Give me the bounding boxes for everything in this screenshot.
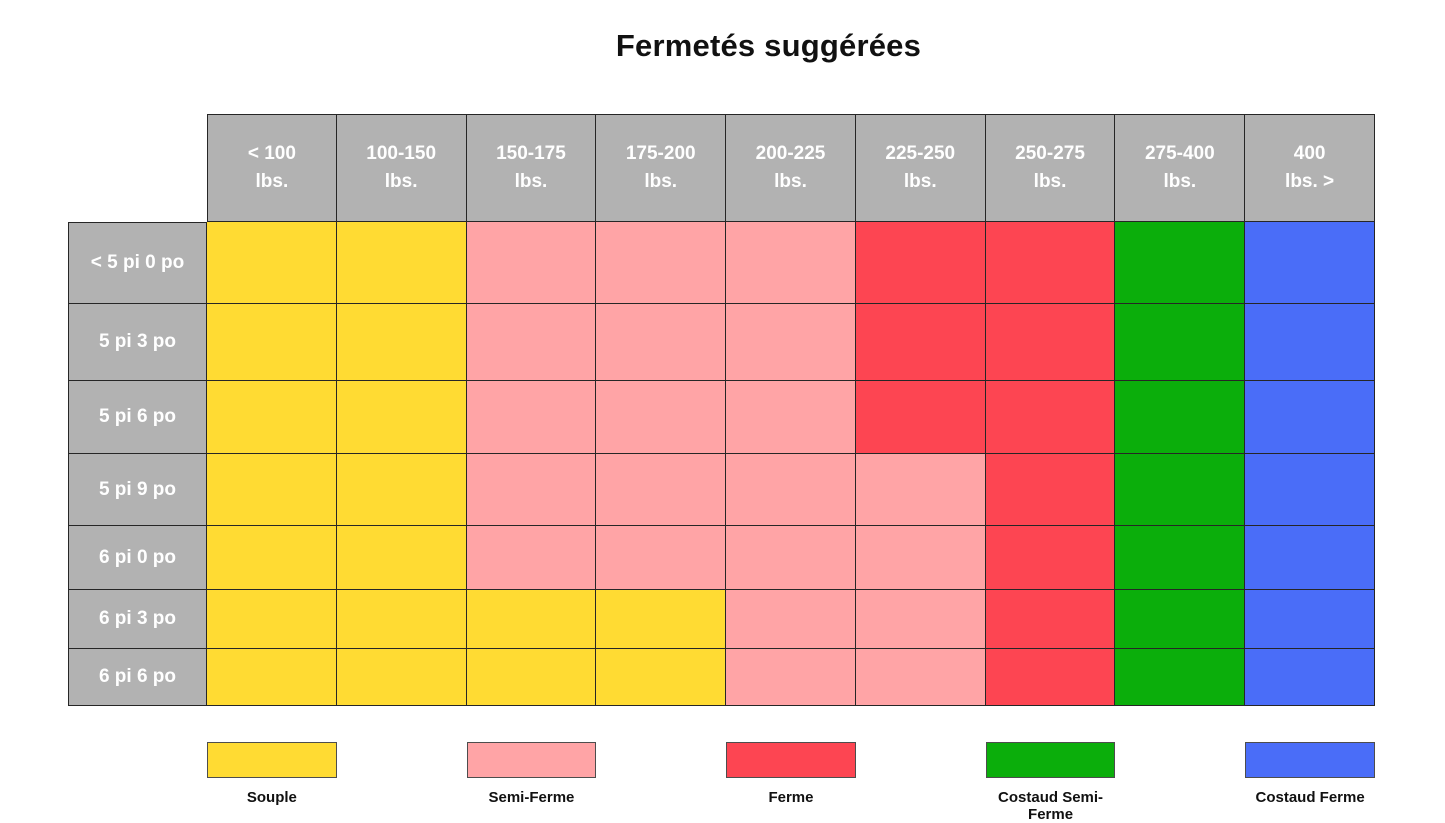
- matrix-cell-ferme: [985, 649, 1116, 706]
- weight-header-cell: 250-275 lbs.: [985, 114, 1116, 222]
- weight-header-cell: < 100 lbs.: [207, 114, 337, 222]
- matrix-cell-costaud-ferme: [1245, 304, 1375, 381]
- matrix-cell-semi-ferme: [466, 222, 597, 304]
- matrix-cell-semi-ferme: [855, 526, 986, 590]
- matrix-cell-semi-ferme: [596, 222, 727, 304]
- matrix-cell-semi-ferme: [466, 526, 597, 590]
- weight-header-cell: 175-200 lbs.: [596, 114, 727, 222]
- matrix-cell-souple: [596, 590, 727, 649]
- matrix-cell-ferme: [985, 222, 1116, 304]
- matrix-cell-ferme: [855, 381, 986, 454]
- costaud-ferme-swatch: [1245, 742, 1375, 778]
- legend-label: Semi-Ferme: [488, 789, 575, 806]
- matrix-cell-semi-ferme: [596, 381, 727, 454]
- matrix-cell-semi-ferme: [466, 381, 597, 454]
- matrix-cell-semi-ferme: [726, 526, 856, 590]
- matrix-cell-souple: [466, 649, 597, 706]
- ferme-swatch: [726, 742, 856, 778]
- legend-item: Ferme: [726, 742, 856, 823]
- matrix-cell-souple: [336, 222, 467, 304]
- matrix-cell-semi-ferme: [726, 590, 856, 649]
- height-label-cell: 5 pi 3 po: [68, 304, 207, 381]
- legend-item: Souple: [207, 742, 337, 823]
- matrix-cell-ferme: [985, 526, 1116, 590]
- weight-header-cell: 150-175 lbs.: [466, 114, 597, 222]
- matrix-cell-costaud-semi-ferme: [1115, 649, 1246, 706]
- legend-label: Costaud Ferme: [1255, 789, 1365, 806]
- legend-label: Souple: [246, 789, 297, 806]
- legend-label: Costaud Semi-Ferme: [998, 789, 1104, 823]
- matrix-cell-ferme: [985, 381, 1116, 454]
- matrix-cell-semi-ferme: [466, 304, 597, 381]
- matrix-cell-semi-ferme: [466, 454, 597, 526]
- weight-header-cell: 100-150 lbs.: [336, 114, 467, 222]
- matrix-cell-costaud-ferme: [1245, 381, 1375, 454]
- legend-item: Costaud Semi-Ferme: [985, 742, 1116, 823]
- matrix-cell-costaud-semi-ferme: [1115, 590, 1246, 649]
- matrix-cell-costaud-semi-ferme: [1115, 454, 1246, 526]
- matrix-cell-semi-ferme: [726, 454, 856, 526]
- matrix-cell-semi-ferme: [855, 454, 986, 526]
- height-label-cell: 6 pi 0 po: [68, 526, 207, 590]
- matrix-cell-souple: [207, 526, 337, 590]
- matrix-cell-ferme: [985, 454, 1116, 526]
- height-label-cell: 6 pi 6 po: [68, 649, 207, 706]
- matrix-cell-semi-ferme: [596, 526, 727, 590]
- matrix-corner-cell: [68, 114, 207, 222]
- matrix-cell-semi-ferme: [596, 304, 727, 381]
- matrix-cell-costaud-ferme: [1245, 526, 1375, 590]
- matrix-cell-souple: [336, 649, 467, 706]
- matrix-cell-ferme: [985, 304, 1116, 381]
- matrix-cell-semi-ferme: [596, 454, 727, 526]
- matrix-cell-souple: [596, 649, 727, 706]
- weight-header-cell: 200-225 lbs.: [726, 114, 856, 222]
- matrix-cell-souple: [207, 454, 337, 526]
- matrix-cell-costaud-semi-ferme: [1115, 304, 1246, 381]
- matrix-cell-costaud-ferme: [1245, 454, 1375, 526]
- height-label-cell: 5 pi 9 po: [68, 454, 207, 526]
- matrix-cell-souple: [336, 590, 467, 649]
- matrix-cell-souple: [466, 590, 597, 649]
- matrix-cell-souple: [336, 454, 467, 526]
- souple-swatch: [207, 742, 337, 778]
- height-label-cell: 6 pi 3 po: [68, 590, 207, 649]
- matrix-cell-souple: [336, 304, 467, 381]
- matrix-cell-ferme: [855, 304, 986, 381]
- firmness-matrix: < 100 lbs. 100-150 lbs. 150-175 lbs. 175-20…: [68, 114, 1375, 706]
- semi-ferme-swatch: [466, 742, 597, 778]
- page-title: Fermetés suggérées: [615, 28, 922, 63]
- matrix-cell-souple: [336, 381, 467, 454]
- matrix-cell-costaud-ferme: [1245, 590, 1375, 649]
- matrix-cell-souple: [207, 381, 337, 454]
- matrix-cell-ferme: [855, 222, 986, 304]
- matrix-cell-costaud-ferme: [1245, 222, 1375, 304]
- matrix-cell-semi-ferme: [726, 381, 856, 454]
- matrix-cell-semi-ferme: [726, 222, 856, 304]
- weight-header-cell: 400 lbs. >: [1245, 114, 1375, 222]
- legend-item: Costaud Ferme: [1245, 742, 1375, 823]
- matrix-cell-souple: [207, 649, 337, 706]
- matrix-cell-semi-ferme: [855, 590, 986, 649]
- costaud-semi-ferme-swatch: [985, 742, 1116, 778]
- matrix-cell-costaud-semi-ferme: [1115, 526, 1246, 590]
- legend-label: Ferme: [768, 789, 814, 806]
- weight-header-cell: 225-250 lbs.: [855, 114, 986, 222]
- matrix-cell-souple: [207, 222, 337, 304]
- height-label-cell: 5 pi 6 po: [68, 381, 207, 454]
- matrix-cell-souple: [207, 304, 337, 381]
- matrix-cell-semi-ferme: [726, 649, 856, 706]
- matrix-cell-costaud-ferme: [1245, 649, 1375, 706]
- matrix-cell-souple: [207, 590, 337, 649]
- legend-item: Semi-Ferme: [466, 742, 597, 823]
- matrix-cell-semi-ferme: [726, 304, 856, 381]
- matrix-cell-costaud-semi-ferme: [1115, 381, 1246, 454]
- matrix-cell-ferme: [985, 590, 1116, 649]
- matrix-cell-souple: [336, 526, 467, 590]
- height-label-cell: < 5 pi 0 po: [68, 222, 207, 304]
- matrix-cell-semi-ferme: [855, 649, 986, 706]
- matrix-cell-costaud-semi-ferme: [1115, 222, 1246, 304]
- legend: Souple Semi-Ferme Ferme Costaud Semi-Ferme C…: [207, 742, 1375, 823]
- weight-header-cell: 275-400 lbs.: [1115, 114, 1246, 222]
